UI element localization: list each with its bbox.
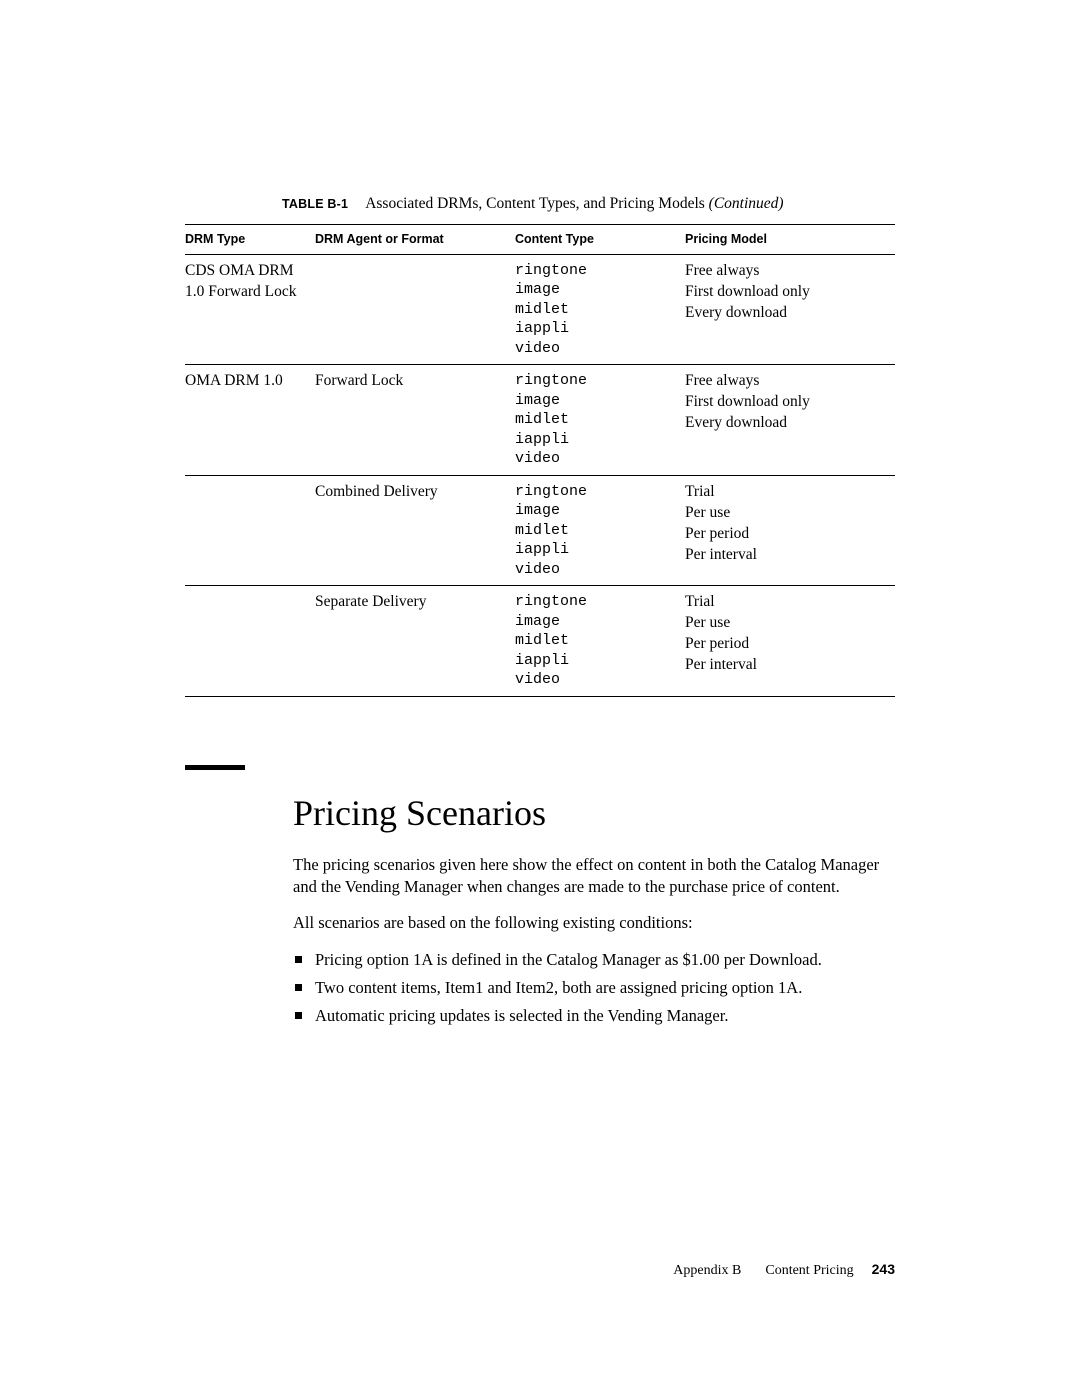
cell-agent [315, 254, 515, 365]
cell-content-type: ringtone image midlet iappli video [515, 586, 685, 697]
cell-content-type: ringtone image midlet iappli video [515, 254, 685, 365]
cell-drm-type: CDS OMA DRM 1.0 Forward Lock [185, 254, 315, 365]
cell-drm-type [185, 586, 315, 697]
table-caption: TABLE B-1 Associated DRMs, Content Types… [185, 195, 895, 213]
table-row: Separate Delivery ringtone image midlet … [185, 586, 895, 697]
bullet-list: Pricing option 1A is defined in the Cata… [293, 949, 895, 1028]
table-label: TABLE B-1 [282, 197, 348, 211]
cell-content-type: ringtone image midlet iappli video [515, 475, 685, 586]
cell-pricing: Trial Per use Per period Per interval [685, 475, 895, 586]
paragraph: The pricing scenarios given here show th… [293, 854, 895, 899]
cell-agent: Separate Delivery [315, 586, 515, 697]
table-header-row: DRM Type DRM Agent or Format Content Typ… [185, 225, 895, 255]
paragraph: All scenarios are based on the following… [293, 912, 895, 934]
cell-pricing: Free always First download only Every do… [685, 254, 895, 365]
th-content-type: Content Type [515, 225, 685, 255]
cell-agent: Forward Lock [315, 365, 515, 476]
table-caption-text: Associated DRMs, Content Types, and Pric… [365, 195, 708, 212]
cell-drm-type [185, 475, 315, 586]
table-caption-continued: (Continued) [709, 195, 784, 212]
cell-agent: Combined Delivery [315, 475, 515, 586]
table-row: CDS OMA DRM 1.0 Forward Lock ringtone im… [185, 254, 895, 365]
section-body: The pricing scenarios given here show th… [185, 854, 895, 1028]
table-row: Combined Delivery ringtone image midlet … [185, 475, 895, 586]
footer-page-number: 243 [872, 1261, 895, 1277]
section-heading: Pricing Scenarios [185, 792, 895, 834]
table-row: OMA DRM 1.0 Forward Lock ringtone image … [185, 365, 895, 476]
th-pricing: Pricing Model [685, 225, 895, 255]
drm-table: DRM Type DRM Agent or Format Content Typ… [185, 224, 895, 697]
footer-appendix: Appendix B [673, 1263, 741, 1278]
list-item: Pricing option 1A is defined in the Cata… [293, 949, 895, 971]
list-item: Two content items, Item1 and Item2, both… [293, 977, 895, 999]
cell-drm-type: OMA DRM 1.0 [185, 365, 315, 476]
cell-pricing: Free always First download only Every do… [685, 365, 895, 476]
page-footer: Appendix B Content Pricing 243 [673, 1261, 895, 1279]
list-item: Automatic pricing updates is selected in… [293, 1005, 895, 1027]
page: TABLE B-1 Associated DRMs, Content Types… [0, 0, 1080, 1397]
cell-pricing: Trial Per use Per period Per interval [685, 586, 895, 697]
th-agent: DRM Agent or Format [315, 225, 515, 255]
section-rule [185, 765, 245, 770]
cell-content-type: ringtone image midlet iappli video [515, 365, 685, 476]
th-drm-type: DRM Type [185, 225, 315, 255]
footer-title: Content Pricing [765, 1263, 853, 1278]
